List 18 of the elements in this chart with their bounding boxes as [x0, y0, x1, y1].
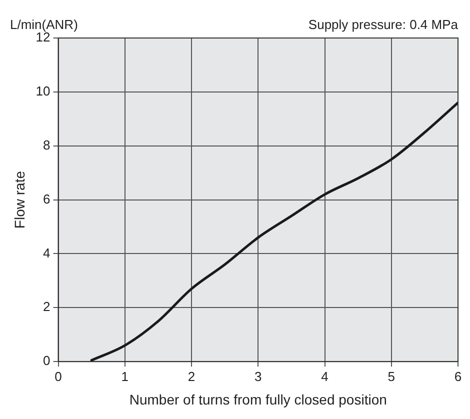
y-tick-label: 10 [36, 84, 50, 99]
x-tick-label: 0 [54, 368, 62, 384]
y-tick-label: 2 [43, 299, 50, 314]
x-tick-label: 5 [388, 368, 395, 384]
x-tick-label: 2 [188, 368, 196, 384]
x-tick-label: 1 [121, 368, 128, 384]
y-tick-label: 0 [43, 353, 50, 368]
y-tick-label: 4 [43, 245, 50, 260]
y-tick-label: 8 [43, 137, 50, 152]
text: L/min(ANR) [10, 17, 78, 32]
x-axis-title: Number of turns from fully closed position [129, 391, 387, 408]
line-series [90, 101, 458, 362]
y-axis-title: Flow rate [11, 170, 28, 229]
x-tick-label: 6 [454, 368, 462, 384]
x-tick-label: 3 [254, 368, 262, 384]
y-tick-label: 6 [43, 191, 50, 206]
x-tick-label: 4 [321, 368, 328, 384]
text: Supply pressure: 0.4 MPa [308, 17, 459, 32]
